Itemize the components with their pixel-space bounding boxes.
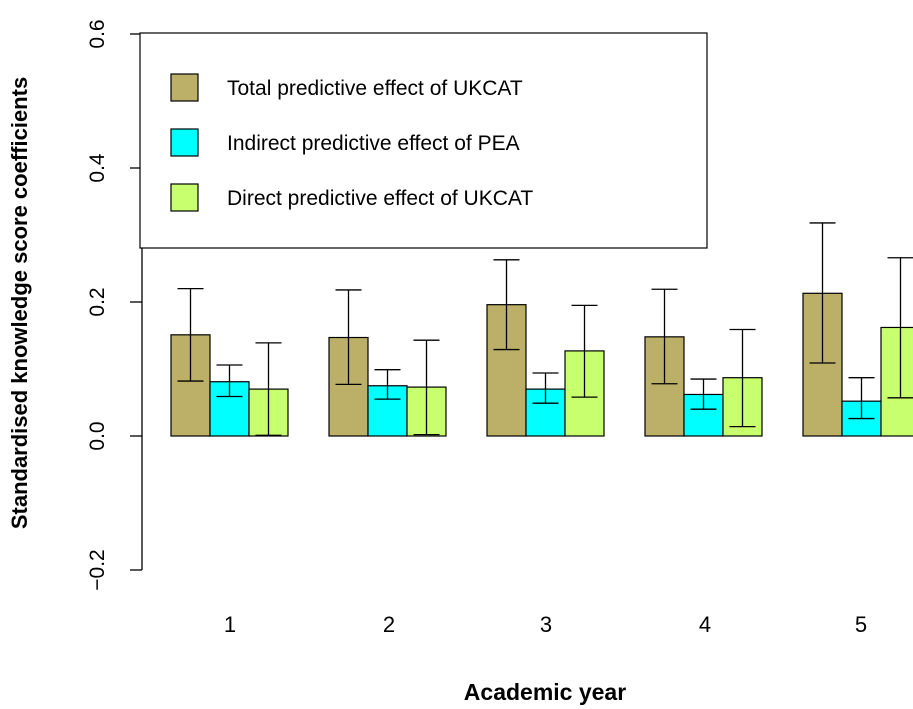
x-tick-label: 1 xyxy=(224,612,236,637)
error-bar-indirect-year-4 xyxy=(690,378,717,410)
x-tick-label: 5 xyxy=(855,612,867,637)
legend-label-total: Total predictive effect of UKCAT xyxy=(227,77,523,100)
error-bar-direct-year-1 xyxy=(255,342,282,436)
error-bar-direct-year-3 xyxy=(571,304,598,398)
y-axis: −0.2 0.0 0.2 0.4 0.6 xyxy=(86,19,143,591)
x-tick-label: 2 xyxy=(383,612,395,637)
x-tick-label: 4 xyxy=(699,612,711,637)
error-bar-total-year-3 xyxy=(493,259,520,351)
legend-swatch-direct xyxy=(170,183,199,212)
y-tick-label: 0.2 xyxy=(86,287,109,316)
legend-swatch-total xyxy=(170,73,199,102)
error-bar-total-year-2 xyxy=(335,289,362,386)
y-tick-label: 0.6 xyxy=(86,19,109,48)
y-axis-label: Standardised knowledge score coefficient… xyxy=(7,77,32,529)
legend: Total predictive effect of UKCAT Indirec… xyxy=(139,32,708,249)
error-bar-direct-year-5 xyxy=(887,257,913,399)
error-bar-total-year-5 xyxy=(809,222,836,364)
y-tick-label: −0.2 xyxy=(86,549,109,590)
y-tick-label: 0.4 xyxy=(86,153,109,183)
legend-label-direct: Direct predictive effect of UKCAT xyxy=(227,187,533,210)
bars xyxy=(170,222,913,437)
error-bar-direct-year-2 xyxy=(413,339,440,436)
x-axis-label: Academic year xyxy=(464,679,626,705)
error-bar-total-year-4 xyxy=(651,288,678,385)
error-bar-indirect-year-1 xyxy=(216,364,243,398)
x-axis-tick-labels: 1 2 3 4 5 xyxy=(224,612,867,637)
legend-label-indirect: Indirect predictive effect of PEA xyxy=(227,132,520,155)
error-bar-direct-year-4 xyxy=(729,328,756,428)
bar-direct-year-5 xyxy=(880,326,913,437)
error-bar-indirect-year-2 xyxy=(374,369,401,400)
x-tick-label: 3 xyxy=(540,612,552,637)
error-bar-total-year-1 xyxy=(177,287,204,382)
legend-swatch-indirect xyxy=(170,128,199,157)
error-bar-indirect-year-5 xyxy=(848,377,875,420)
legend-box xyxy=(139,32,708,249)
error-bar-indirect-year-3 xyxy=(532,372,559,404)
y-tick-label: 0.0 xyxy=(86,421,109,450)
